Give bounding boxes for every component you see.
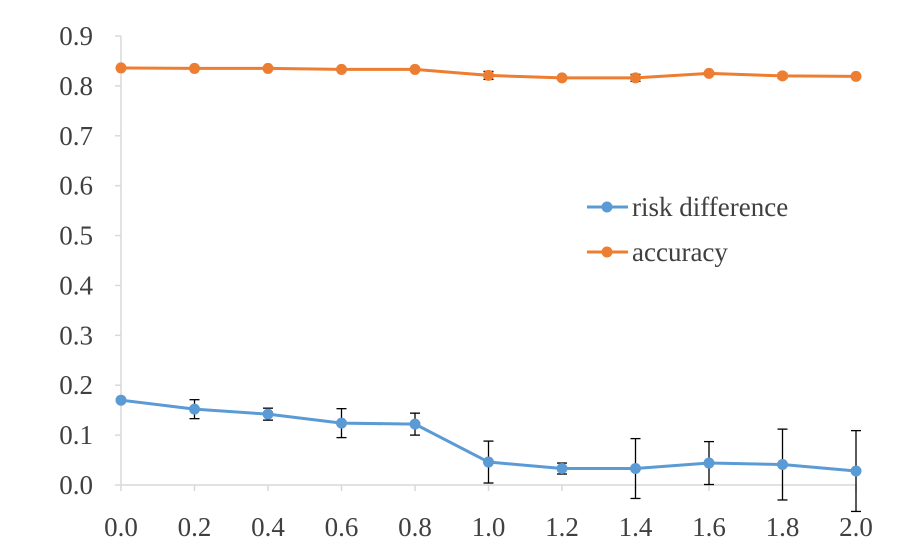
legend-label-accuracy: accuracy — [632, 237, 728, 267]
x-tick-label: 0.4 — [251, 512, 285, 542]
x-tick-label: 1.0 — [472, 512, 506, 542]
data-point-accuracy — [189, 62, 200, 74]
x-tick-label: 1.6 — [692, 512, 726, 542]
data-point-accuracy — [556, 72, 568, 84]
x-tick-label: 2.0 — [839, 512, 873, 542]
data-point-accuracy — [483, 69, 494, 81]
series-risk-difference — [115, 394, 862, 513]
series-accuracy — [115, 62, 862, 84]
data-point-accuracy — [777, 70, 788, 82]
data-point-risk-difference — [777, 459, 788, 471]
data-point-risk-difference — [703, 457, 715, 469]
y-tick-label: 0.8 — [59, 71, 93, 101]
data-point-accuracy — [262, 62, 274, 74]
y-tick-label: 0.5 — [59, 221, 93, 251]
data-point-risk-difference — [115, 394, 127, 406]
data-point-risk-difference — [630, 463, 641, 475]
data-point-risk-difference — [409, 418, 421, 430]
series-layer — [115, 62, 862, 513]
y-tick-label: 0.2 — [59, 370, 93, 400]
y-tick-label: 0.7 — [59, 121, 93, 151]
y-tick-label: 0.4 — [59, 270, 93, 300]
data-point-risk-difference — [556, 463, 568, 475]
legend-swatch-marker-risk-difference — [601, 201, 613, 213]
data-point-risk-difference — [336, 417, 347, 429]
y-axis-ticks: 0.0 0.1 0.2 0.3 0.4 0.5 0.6 0.7 0.8 0.9 — [59, 21, 121, 500]
data-point-accuracy — [409, 63, 421, 75]
x-tick-label: 0.0 — [104, 512, 138, 542]
x-tick-label: 1.2 — [545, 512, 579, 542]
data-point-accuracy — [115, 62, 127, 74]
y-tick-label: 0.0 — [59, 470, 93, 500]
data-point-risk-difference — [850, 465, 862, 477]
y-tick-label: 0.3 — [59, 320, 93, 350]
y-tick-label: 0.1 — [59, 420, 93, 450]
x-axis-ticks: 0.0 0.2 0.4 0.6 0.8 1.0 1.2 1.4 1.6 1.8 2.0 — [104, 485, 873, 542]
legend-swatch-marker-accuracy — [601, 246, 613, 258]
legend: risk difference accuracy — [587, 192, 788, 267]
x-tick-label: 1.8 — [766, 512, 800, 542]
data-point-accuracy — [336, 63, 347, 75]
data-point-risk-difference — [189, 403, 200, 415]
x-tick-label: 1.4 — [619, 512, 653, 542]
data-point-risk-difference — [483, 456, 494, 468]
y-tick-label: 0.9 — [59, 21, 93, 51]
x-tick-label: 0.6 — [325, 512, 359, 542]
data-point-accuracy — [630, 72, 641, 84]
x-tick-label: 0.8 — [398, 512, 432, 542]
data-point-accuracy — [703, 67, 715, 79]
legend-label-risk-difference: risk difference — [632, 192, 788, 222]
y-tick-label: 0.6 — [59, 171, 93, 201]
axes — [120, 36, 856, 486]
data-point-accuracy — [850, 70, 862, 82]
x-tick-label: 0.2 — [178, 512, 212, 542]
data-point-risk-difference — [262, 408, 274, 420]
